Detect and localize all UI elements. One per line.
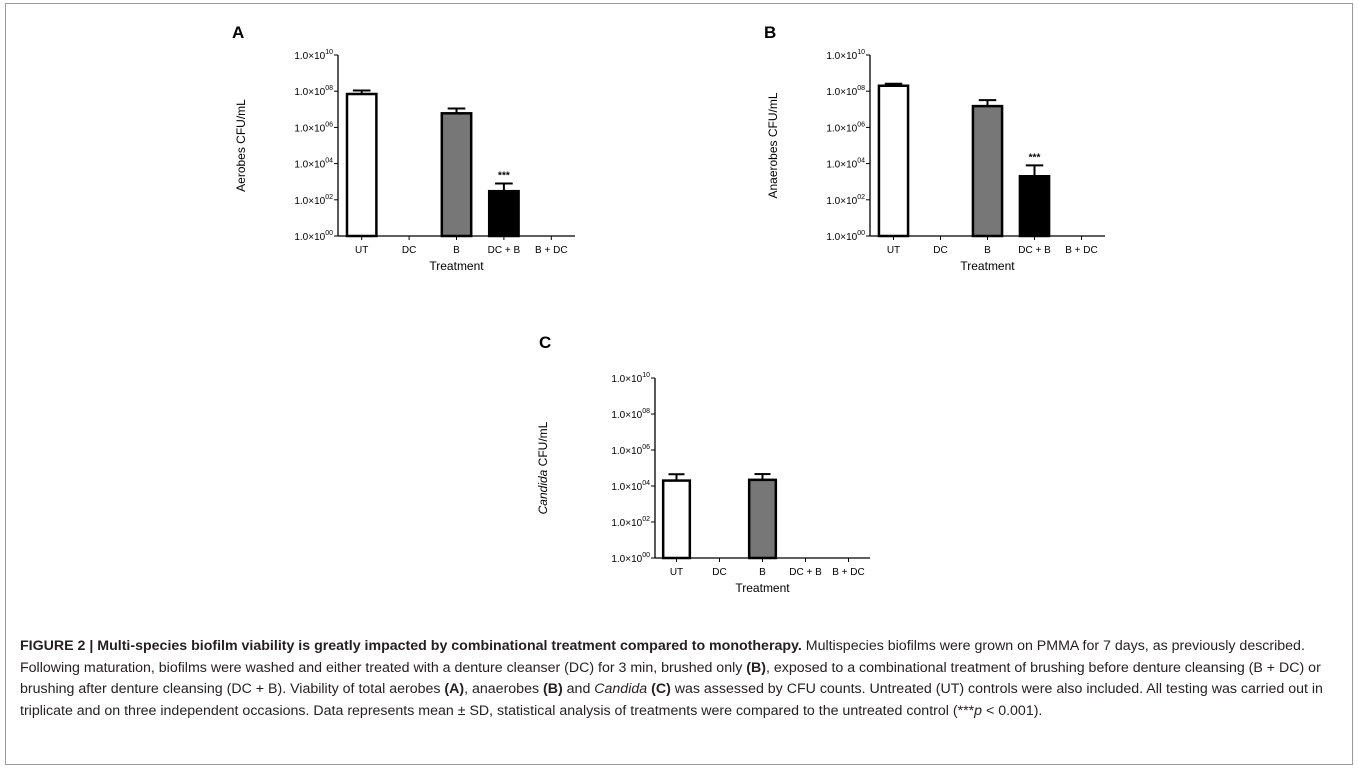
caption-text-1: Multispecies biofilms were grown on PMMA…	[20, 638, 1305, 676]
caption-italic-2: p	[974, 702, 983, 719]
panel-b: B 1.0×1000 1.0×1002 1.0×1004 1.0×1006 1.0×100…	[764, 23, 1105, 273]
caption-text-2: , exposed to a combinational treatment o…	[20, 659, 1321, 698]
x-tick-label: DC + B	[1018, 245, 1051, 256]
y-tick-label: 1.0×1004	[611, 480, 650, 493]
y-tick-label: 1.0×1002	[294, 194, 333, 207]
y-tick-label: 1.0×1010	[294, 49, 333, 62]
y-tick-label: 1.0×1004	[294, 158, 333, 171]
x-axis-title: Treatment	[960, 259, 1015, 273]
y-tick-label: 1.0×1004	[826, 158, 865, 171]
y-tick-label: 1.0×1008	[294, 85, 333, 98]
significance-label: ***	[498, 170, 510, 181]
caption-ref-2: (A)	[444, 681, 465, 697]
bar-b	[971, 104, 1004, 238]
figure-caption: FIGURE 2 | Multi-species biofilm viabili…	[20, 636, 1342, 722]
x-tick-label: UT	[887, 245, 900, 256]
x-tick-label: B	[453, 245, 460, 256]
caption-text-6: was assessed by CFU counts. Untreated (U…	[20, 681, 1323, 719]
x-tick-label: B + DC	[832, 567, 865, 578]
caption-title: FIGURE 2 | Multi-species biofilm viabili…	[20, 638, 802, 654]
x-tick-label: UT	[355, 245, 368, 256]
y-tick-label: 1.0×1006	[294, 121, 333, 134]
y-tick-label: 1.0×1002	[611, 516, 650, 529]
y-tick-label: 1.0×1008	[611, 408, 650, 421]
x-tick-label: B	[984, 245, 991, 256]
x-tick-label: DC	[933, 245, 947, 256]
bar-ut	[661, 479, 692, 560]
y-tick-label: 1.0×1006	[826, 121, 865, 134]
figure-frame	[5, 3, 1353, 765]
figure-charts: A 1.0×1000 1.0×1002 1.0×1004 1.0×1006 1.0×100…	[232, 23, 1105, 595]
bar-b	[747, 478, 778, 560]
bar-ut	[877, 84, 910, 238]
x-tick-label: DC	[402, 245, 416, 256]
caption-ref-1: (B)	[746, 659, 766, 676]
panel-letter: B	[764, 23, 776, 42]
x-tick-label: B	[759, 567, 766, 578]
y-tick-label: 1.0×1000	[826, 230, 865, 243]
bar-dcb	[1018, 175, 1051, 238]
y-tick-label: 1.0×1010	[826, 49, 865, 62]
caption-text-7: < 0.001).	[982, 702, 1043, 719]
x-tick-label: DC	[712, 567, 726, 578]
caption-ref-4: (C)	[651, 681, 671, 697]
bar-dcb	[487, 189, 520, 238]
y-tick-label: 1.0×1002	[826, 194, 865, 207]
y-tick-label: 1.0×1006	[611, 444, 650, 457]
x-tick-label: DC + B	[789, 567, 822, 578]
x-tick-label: B + DC	[535, 245, 568, 256]
y-axis-title: Candida CFU/mL	[536, 421, 550, 514]
caption-text-3: , anaerobes	[464, 681, 544, 697]
x-tick-label: B + DC	[1065, 245, 1098, 256]
caption-ref-3: (B)	[543, 681, 563, 697]
x-tick-label: DC + B	[488, 245, 521, 256]
bar-b	[440, 112, 473, 238]
x-tick-label: UT	[670, 567, 683, 578]
panel-a: A 1.0×1000 1.0×1002 1.0×1004 1.0×1006 1.0×100…	[232, 23, 575, 273]
y-tick-label: 1.0×1010	[611, 372, 650, 385]
panel-letter: A	[232, 23, 244, 42]
y-tick-label: 1.0×1008	[826, 85, 865, 98]
x-axis-title: Treatment	[429, 259, 484, 273]
y-tick-label: 1.0×1000	[294, 230, 333, 243]
bar-ut	[345, 92, 378, 238]
significance-label: ***	[1029, 152, 1041, 163]
panel-c: C 1.0×1000 1.0×1002 1.0×1004 1.0×1006 1.0×100…	[536, 333, 870, 595]
y-axis-title: Anaerobes CFU/mL	[766, 92, 780, 198]
panel-letter: C	[539, 333, 551, 352]
y-tick-label: 1.0×1000	[611, 552, 650, 565]
caption-text-4: and	[562, 681, 595, 697]
caption-italic-1: Candida	[594, 681, 648, 697]
y-axis-title: Aerobes CFU/mL	[234, 99, 248, 192]
x-axis-title: Treatment	[735, 581, 790, 595]
